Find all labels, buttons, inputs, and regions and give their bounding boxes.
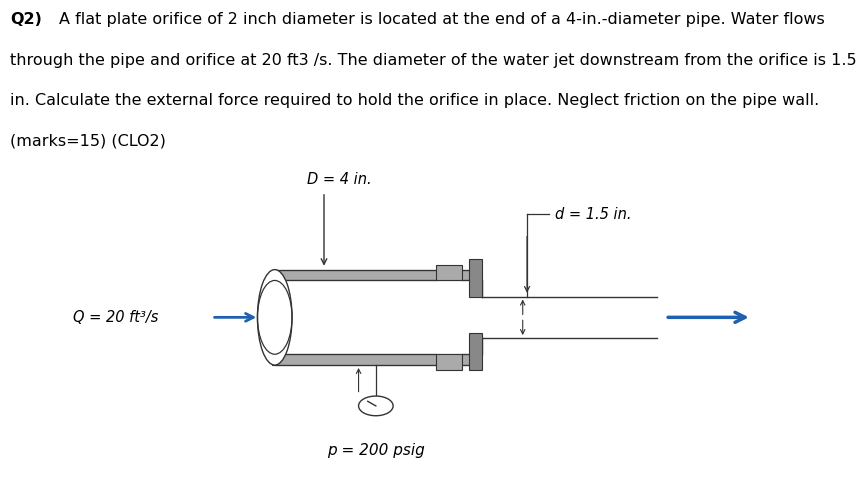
Text: D = 4 in.: D = 4 in. [307, 172, 372, 187]
Text: in. Calculate the external force required to hold the orifice in place. Neglect : in. Calculate the external force require… [10, 93, 820, 108]
Text: Q2): Q2) [10, 12, 42, 27]
Text: A flat plate orifice of 2 inch diameter is located at the end of a 4-in.-diamete: A flat plate orifice of 2 inch diameter … [59, 12, 824, 27]
Circle shape [359, 396, 393, 416]
Text: p = 200 psig: p = 200 psig [327, 443, 425, 458]
Text: Q = 20 ft³/s: Q = 20 ft³/s [73, 310, 159, 325]
Bar [469, 333, 482, 370]
Bar [436, 354, 462, 370]
Text: d = 1.5 in.: d = 1.5 in. [555, 207, 632, 221]
Bar [469, 259, 482, 297]
Text: through the pipe and orifice at 20 ft3 /s. The diameter of the water jet downstr: through the pipe and orifice at 20 ft3 /… [10, 53, 857, 67]
Ellipse shape [257, 270, 292, 365]
Text: (marks=15) (CLO2): (marks=15) (CLO2) [10, 133, 166, 148]
Bar [272, 354, 471, 365]
Bar [272, 270, 471, 280]
Bar [436, 265, 462, 280]
